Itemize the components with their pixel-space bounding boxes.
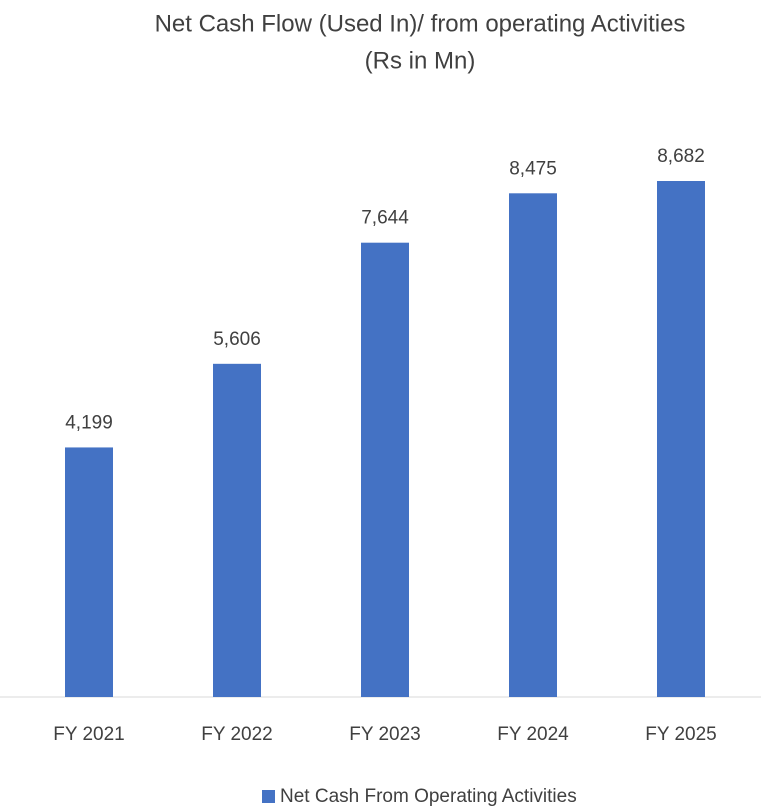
chart-title: Net Cash Flow (Used In)/ from operating …	[155, 10, 686, 37]
legend-label: Net Cash From Operating Activities	[280, 786, 577, 807]
chart-subtitle: (Rs in Mn)	[365, 47, 476, 74]
x-tick-label: FY 2022	[201, 724, 272, 745]
data-label: 7,644	[361, 208, 409, 229]
data-label: 5,606	[213, 329, 261, 350]
data-label: 8,475	[509, 158, 557, 179]
bar	[213, 363, 261, 697]
x-tick-label: FY 2021	[53, 724, 124, 745]
bar	[657, 181, 705, 697]
bar	[65, 447, 113, 697]
x-tick-label: FY 2024	[497, 724, 569, 745]
data-label: 4,199	[65, 412, 113, 433]
x-tick-label: FY 2025	[645, 724, 716, 745]
legend-swatch	[262, 790, 275, 803]
bar	[361, 242, 409, 697]
bar	[509, 193, 557, 698]
x-tick-label: FY 2023	[349, 724, 420, 745]
data-label: 8,682	[657, 146, 705, 167]
